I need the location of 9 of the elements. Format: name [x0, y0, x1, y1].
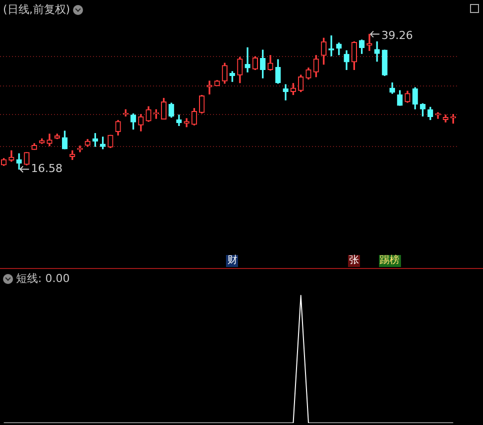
text: 张	[348, 255, 360, 267]
text: 短线: 0.00	[16, 271, 70, 286]
chart-title: (日线,前复权)	[3, 2, 70, 17]
text: 踢榜	[378, 255, 401, 267]
candlestick	[244, 47, 250, 72]
annotation: 39.26	[381, 29, 413, 42]
text: 财	[226, 255, 238, 267]
annotation: 16.58	[31, 162, 63, 176]
candlestick	[206, 80, 212, 94]
